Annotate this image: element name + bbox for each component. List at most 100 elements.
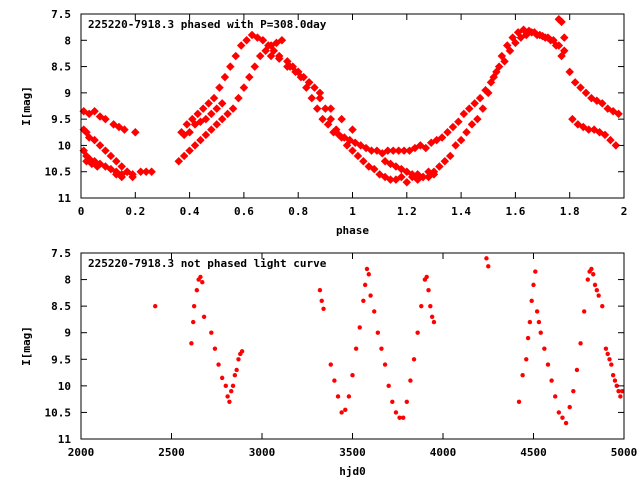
unphased-y-tick-label: 8.5 bbox=[51, 300, 71, 313]
phased-data-point bbox=[217, 114, 227, 124]
unphased-data-point bbox=[542, 346, 547, 351]
phased-data-point bbox=[255, 51, 265, 61]
phased-data-point bbox=[576, 83, 585, 92]
unphased-data-point bbox=[428, 303, 433, 309]
unphased-data-point bbox=[619, 388, 625, 394]
phased-data-point bbox=[318, 114, 327, 124]
phased-data-point bbox=[454, 117, 463, 127]
unphased-data-point bbox=[607, 357, 612, 362]
phased-data-point bbox=[337, 114, 346, 124]
unphased-data-point bbox=[616, 388, 621, 394]
phased-data-point bbox=[179, 151, 189, 161]
phased-data-point bbox=[245, 72, 254, 82]
phased-data-point bbox=[478, 104, 488, 113]
phased-data-point bbox=[386, 175, 395, 184]
phased-data-point bbox=[505, 46, 515, 56]
unphased-data-point bbox=[212, 346, 218, 351]
unphased-data-point bbox=[191, 303, 197, 309]
phased-data-point bbox=[258, 36, 268, 45]
phased-data-point bbox=[315, 93, 325, 103]
unphased-data-point bbox=[538, 330, 543, 335]
unphased-data-point bbox=[520, 373, 525, 378]
unphased-data-point bbox=[397, 415, 402, 420]
phased-data-point bbox=[215, 83, 224, 92]
unphased-data-point bbox=[229, 388, 234, 394]
phased-y-tick-label: 9 bbox=[64, 87, 71, 100]
phased-x-tick-label: 0.8 bbox=[288, 205, 308, 218]
phased-data-point bbox=[242, 36, 251, 45]
unphased-data-point bbox=[234, 367, 239, 373]
unphased-data-point bbox=[600, 303, 605, 309]
unphased-data-point bbox=[216, 362, 221, 367]
phased-data-point bbox=[445, 151, 455, 161]
phased-light-curve-panel: 0 0.2 0.4 0.6 0.8 1 1.2 1.4 1.6 1.8 2 7.5 8 8.5 9 9.5 10… bbox=[20, 8, 627, 237]
phased-data-point bbox=[226, 62, 235, 71]
phased-data-point bbox=[486, 78, 496, 87]
unphased-data-point bbox=[227, 399, 232, 404]
unphased-data-point bbox=[553, 394, 558, 399]
unphased-data-point bbox=[239, 349, 245, 354]
phased-data-point bbox=[481, 85, 490, 95]
phased-data-point bbox=[312, 104, 322, 113]
unphased-data-point bbox=[339, 410, 344, 415]
unphased-data-point bbox=[596, 293, 601, 298]
unphased-data-point bbox=[614, 383, 619, 389]
phased-data-point bbox=[310, 83, 319, 92]
unphased-data-point bbox=[516, 399, 522, 404]
phased-data-point bbox=[239, 83, 249, 92]
unphased-ticks: 2000 2500 3000 3500 4000 4500 5000 7.5 8 8.5 9 9.5 1… bbox=[45, 247, 638, 459]
phased-y-tick-label: 7.5 bbox=[51, 8, 71, 21]
unphased-data-point bbox=[534, 309, 540, 314]
phased-x-tick-label: 1.2 bbox=[397, 205, 417, 218]
phased-data-point bbox=[228, 104, 238, 113]
unphased-data-point bbox=[225, 394, 230, 399]
unphased-data-point bbox=[612, 378, 618, 383]
unphased-data-point bbox=[191, 319, 196, 325]
unphased-data-point bbox=[366, 272, 371, 277]
unphased-data-point bbox=[610, 373, 616, 378]
unphased-data-point bbox=[415, 330, 420, 335]
unphased-data-point bbox=[379, 346, 384, 351]
phased-data-point bbox=[236, 41, 246, 50]
unphased-data-point bbox=[411, 357, 417, 362]
unphased-data-point bbox=[321, 306, 326, 311]
phased-y-tick-label: 8.5 bbox=[51, 61, 71, 74]
phased-data-point bbox=[93, 162, 102, 171]
unphased-data-point bbox=[603, 346, 609, 351]
unphased-data-point bbox=[400, 415, 406, 420]
unphased-data-point bbox=[585, 277, 590, 282]
phased-data-point bbox=[131, 128, 140, 137]
phased-data-point bbox=[421, 143, 431, 153]
unphased-data-point bbox=[223, 383, 228, 389]
unphased-data-point bbox=[393, 410, 399, 415]
unphased-data-point bbox=[317, 288, 323, 293]
phased-data-point bbox=[185, 146, 194, 155]
unphased-x-tick-label: 3000 bbox=[249, 446, 276, 459]
unphased-data-point bbox=[194, 288, 200, 293]
unphased-data-point bbox=[209, 330, 214, 335]
phased-y-tick-label: 9.5 bbox=[51, 113, 71, 126]
phased-data-point bbox=[141, 167, 151, 176]
unphased-data-point bbox=[404, 399, 409, 404]
phased-data-point bbox=[193, 109, 202, 119]
phased-data-point bbox=[475, 93, 485, 103]
unphased-points bbox=[153, 256, 625, 426]
phased-data-point bbox=[560, 33, 569, 42]
phased-data-point bbox=[348, 146, 357, 155]
phased-data-point bbox=[204, 99, 213, 108]
phased-data-point bbox=[207, 125, 216, 134]
phased-data-point bbox=[122, 167, 132, 176]
phased-x-tick-label: 1.8 bbox=[560, 205, 580, 218]
phased-y-tick-label: 10.5 bbox=[45, 166, 72, 179]
phased-x-tick-label: 1 bbox=[349, 205, 356, 218]
phased-ticks: 0 0.2 0.4 0.6 0.8 1 1.2 1.4 1.6 1.8 2 7.5 8 8.5 9 9.5 10… bbox=[45, 8, 628, 218]
unphased-y-tick-label: 7.5 bbox=[51, 247, 71, 260]
phased-data-point bbox=[429, 170, 439, 179]
phased-data-point bbox=[274, 54, 284, 63]
unphased-data-point bbox=[357, 325, 362, 330]
phased-plot-title: 225220-7918.3 phased with P=308.0day bbox=[88, 18, 327, 31]
phased-data-point bbox=[120, 125, 129, 134]
unphased-data-point bbox=[545, 362, 551, 367]
phased-data-point bbox=[570, 78, 580, 87]
phased-data-point bbox=[196, 135, 205, 145]
